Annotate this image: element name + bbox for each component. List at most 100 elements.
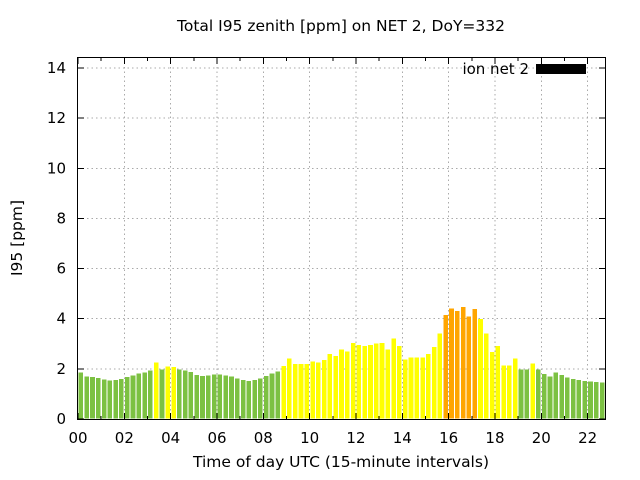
bar [356, 345, 362, 419]
bar [576, 379, 582, 419]
y-tick-label: 0 [56, 410, 66, 428]
bar [223, 375, 228, 419]
chart-title: Total I95 zenith [ppm] on NET 2, DoY=332 [176, 17, 505, 35]
bar [269, 373, 275, 419]
y-tick-label: 12 [47, 109, 66, 127]
bar [188, 371, 194, 419]
bar [426, 353, 431, 419]
bar [553, 372, 559, 419]
bar [304, 363, 310, 419]
x-tick-label: 10 [300, 429, 319, 447]
bar [211, 374, 217, 419]
bar [281, 366, 286, 419]
x-tick-label: 12 [346, 429, 365, 447]
bar [350, 342, 356, 419]
bar [153, 362, 159, 419]
bar [449, 308, 454, 419]
bar [402, 359, 408, 419]
bar [472, 308, 477, 419]
y-tick-label: 4 [56, 310, 66, 328]
bar [536, 369, 541, 419]
bar [466, 316, 472, 419]
x-tick-label: 20 [532, 429, 551, 447]
bar [165, 366, 171, 419]
bar [310, 361, 315, 419]
bar [252, 379, 257, 419]
bar [182, 370, 188, 419]
axis-ticks [77, 58, 605, 420]
bar [385, 349, 391, 419]
bar [559, 374, 564, 419]
bar [275, 371, 281, 419]
bar [142, 372, 147, 419]
x-tick-label: 02 [115, 429, 134, 447]
bar [501, 365, 506, 419]
bar [90, 377, 95, 419]
bar [524, 369, 530, 419]
bar [599, 382, 605, 419]
y-tick-label: 10 [47, 159, 66, 177]
bar [124, 377, 130, 419]
bar [171, 366, 176, 419]
bar-series [78, 306, 605, 419]
bar [298, 364, 304, 419]
bar [397, 346, 402, 419]
bar [84, 376, 89, 419]
bar [246, 380, 252, 419]
bar [339, 349, 344, 419]
bar [229, 376, 234, 419]
bar [321, 360, 327, 419]
y-axis-label: I95 [ppm] [8, 200, 26, 276]
bar [437, 333, 443, 419]
x-tick-label: 06 [207, 429, 226, 447]
bar [113, 379, 118, 419]
plot-border [77, 57, 606, 420]
x-tick-labels: 00 02 04 06 08 10 12 14 16 18 20 22 [68, 429, 597, 447]
bar [408, 357, 414, 419]
bar [455, 310, 460, 419]
y-tick-labels: 0 2 4 6 8 10 12 14 [47, 59, 66, 428]
x-axis-label: Time of day UTC (15-minute intervals) [192, 453, 489, 471]
x-tick-label: 04 [161, 429, 180, 447]
bar [420, 357, 425, 419]
bar [518, 369, 524, 419]
y-tick-label: 8 [56, 209, 66, 227]
x-tick-label: 22 [578, 429, 597, 447]
x-tick-label: 08 [254, 429, 273, 447]
bar [107, 380, 113, 419]
bar [530, 363, 535, 419]
bar [217, 374, 223, 419]
bar [327, 354, 333, 419]
bar [541, 374, 547, 419]
x-tick-label: 14 [393, 429, 412, 447]
bar [292, 364, 298, 419]
bar [206, 375, 211, 419]
bar [287, 358, 292, 419]
bar [136, 373, 142, 419]
bar [547, 376, 553, 419]
bar [177, 369, 182, 419]
bar [570, 378, 576, 419]
bar [95, 378, 101, 419]
bar [240, 379, 246, 419]
bar [414, 357, 420, 419]
bar [460, 306, 466, 419]
bar [194, 374, 200, 419]
x-tick-label: 00 [68, 429, 87, 447]
bar [263, 375, 269, 419]
y-tick-label: 2 [56, 360, 66, 378]
bar [507, 365, 512, 419]
bar [495, 346, 501, 419]
bar [258, 378, 263, 419]
bar [489, 351, 495, 419]
y-tick-label: 6 [56, 260, 66, 278]
bar [148, 370, 153, 419]
bar [431, 346, 437, 419]
gridlines [78, 58, 605, 419]
bar [130, 375, 136, 419]
bar [200, 376, 205, 419]
bar [368, 345, 373, 419]
bar [379, 342, 385, 419]
